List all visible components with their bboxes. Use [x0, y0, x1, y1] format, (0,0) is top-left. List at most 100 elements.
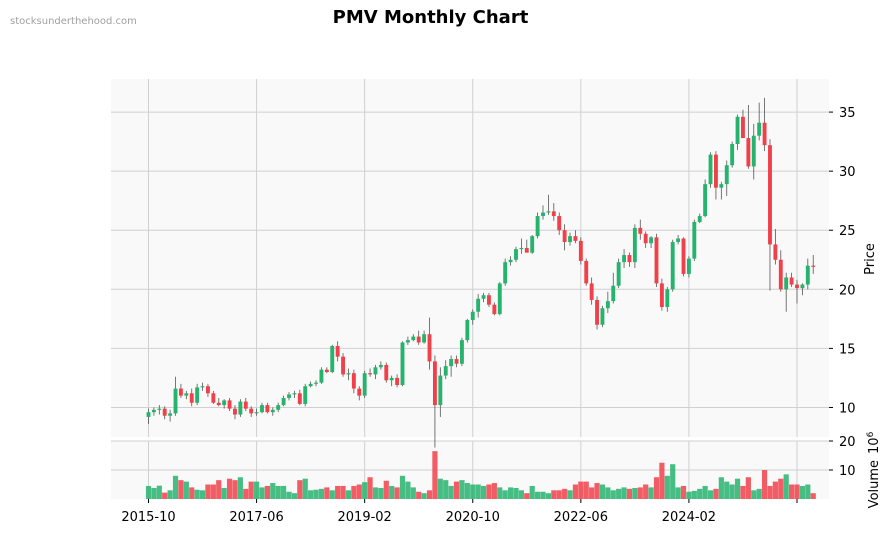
candle-body	[762, 122, 767, 146]
candle-body	[454, 359, 459, 364]
volume-bar	[702, 485, 708, 499]
volume-bar	[405, 481, 411, 499]
volume-bar	[594, 483, 600, 499]
volume-bar	[399, 475, 406, 499]
candle-body	[627, 255, 632, 263]
candle-body	[719, 184, 724, 188]
candle-body	[254, 412, 259, 414]
price-tick-label: 20	[839, 283, 856, 298]
candle-body	[503, 262, 508, 284]
candle-body	[292, 393, 297, 395]
volume-bar	[518, 490, 524, 499]
candle-body	[595, 299, 599, 325]
volume-bar	[783, 474, 789, 499]
volume-bar	[599, 484, 606, 499]
candle-body	[362, 373, 367, 396]
volume-bar	[302, 478, 308, 499]
candle-body	[665, 289, 670, 308]
candle-body	[222, 400, 227, 406]
candle-body	[578, 240, 583, 261]
volume-bar	[194, 489, 200, 499]
volume-bar	[448, 485, 454, 499]
candle-body	[703, 184, 708, 217]
candle-body	[546, 211, 551, 213]
volume-bar	[189, 487, 195, 499]
volume-bar	[329, 490, 335, 499]
candle-body	[270, 409, 275, 413]
candle-body	[530, 236, 535, 253]
volume-bar	[486, 484, 492, 499]
volume-bar	[248, 481, 254, 499]
candle-body	[405, 340, 410, 343]
candle-body	[805, 265, 810, 285]
volume-bar	[237, 477, 243, 499]
volume-bar	[291, 493, 298, 499]
candle-body	[746, 138, 751, 167]
volume-bar	[621, 487, 627, 499]
candle-body	[768, 145, 772, 245]
candle-body	[178, 388, 183, 396]
volume-bar	[345, 490, 352, 499]
volume-bar	[470, 484, 476, 499]
volume-bar	[778, 478, 784, 499]
volume-bar	[605, 487, 611, 499]
candle-body	[659, 283, 664, 308]
candle-body	[368, 373, 373, 375]
volume-bar	[729, 484, 735, 499]
volume-bar	[502, 490, 508, 499]
volume-bar	[772, 481, 778, 499]
candle-body	[713, 154, 718, 188]
candle-body	[427, 334, 432, 362]
candle-body	[238, 401, 243, 415]
volume-bar	[653, 477, 660, 499]
volume-bar	[713, 488, 719, 499]
volume-bar	[632, 487, 638, 499]
volume-bar	[718, 477, 724, 499]
volume-bar	[232, 480, 238, 499]
volume-tick-label: 20	[839, 435, 856, 450]
volume-bar	[437, 478, 443, 499]
volume-bar	[491, 483, 497, 499]
x-tick-label: 2024-02	[662, 510, 716, 525]
volume-bar	[616, 488, 622, 499]
candle-body	[514, 249, 518, 260]
candle-body	[276, 405, 281, 410]
candle-body	[233, 408, 237, 415]
candle-body	[157, 408, 162, 410]
volume-bar	[535, 491, 541, 499]
candle-body	[476, 298, 481, 312]
volume-bar	[551, 490, 557, 499]
candle-body	[508, 259, 513, 263]
candle-body	[297, 393, 302, 404]
volume-bar	[734, 478, 741, 499]
volume-bar	[383, 480, 389, 499]
volume-bar	[691, 490, 697, 499]
volume-bar	[637, 487, 643, 499]
x-tick-label: 2017-06	[229, 510, 283, 525]
volume-bar	[372, 487, 379, 499]
candle-body	[373, 367, 378, 375]
candle-body	[189, 393, 194, 403]
volume-bar	[497, 487, 503, 499]
volume-bar	[686, 491, 692, 499]
volume-bar	[810, 493, 816, 499]
candle-body	[557, 216, 562, 231]
candle-body	[227, 400, 232, 409]
candle-body	[195, 387, 200, 403]
candle-body	[351, 373, 356, 389]
volume-bar	[556, 490, 562, 499]
volume-bar	[308, 490, 314, 499]
candle-body	[497, 283, 502, 315]
candle-body	[146, 412, 151, 417]
candle-body	[676, 238, 681, 243]
volume-bar	[572, 484, 579, 499]
candle-body	[519, 247, 524, 250]
price-panel-background	[111, 79, 829, 437]
candle-body	[281, 398, 286, 406]
volume-bar	[183, 481, 189, 499]
candle-body	[789, 277, 794, 285]
volume-bar	[626, 488, 633, 499]
volume-bar	[199, 490, 206, 499]
volume-bar	[794, 484, 800, 499]
volume-bar	[351, 485, 357, 499]
